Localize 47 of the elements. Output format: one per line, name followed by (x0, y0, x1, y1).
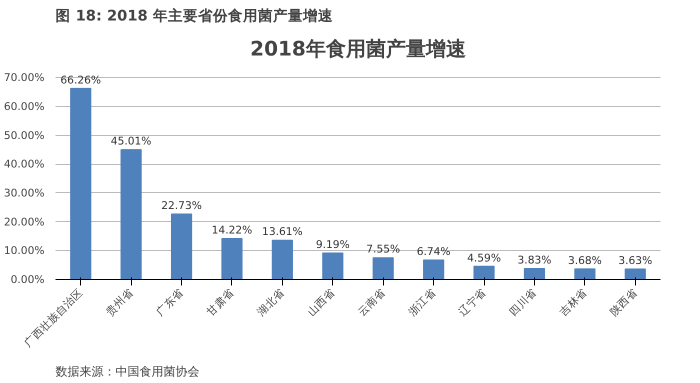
data-label: 3.68% (568, 254, 602, 267)
data-label: 7.55% (366, 242, 400, 256)
data-label: 66.26% (60, 73, 102, 86)
data-label: 4.59% (467, 251, 501, 264)
y-tick-label: 20.00% (4, 215, 45, 228)
y-tick-label: 0.00% (10, 273, 45, 286)
x-tick-label: 贵州省 (103, 286, 136, 318)
y-tick-label: 50.00% (4, 128, 45, 142)
x-tick-label: 甘肃省 (204, 286, 237, 318)
data-label: 9.19% (316, 238, 350, 251)
bar (272, 240, 293, 280)
x-tick-label: 湖北省 (254, 286, 287, 318)
x-tick-label: 辽宁省 (456, 286, 489, 318)
data-label: 14.22% (212, 223, 252, 236)
chart-title: 图 18: 2018 年主要省份食用菌产量增速 (56, 6, 334, 24)
y-tick-label: 60.00% (4, 100, 45, 113)
y-tick-label: 30.00% (4, 186, 45, 200)
source-note: 数据来源：中国食用菌协会 (56, 364, 200, 378)
chart-subtitle: 2018年食用菌产量增速 (250, 36, 466, 60)
y-tick-label: 40.00% (4, 158, 45, 171)
x-tick-label: 云南省 (355, 286, 388, 318)
x-tick-label: 广西壮族自治区 (22, 286, 86, 350)
x-tick-label: 吉林省 (556, 286, 590, 318)
bar (322, 252, 344, 280)
bar (423, 260, 444, 280)
bar (120, 149, 142, 280)
x-tick-label: 广东省 (154, 286, 186, 318)
x-tick-label: 陕西省 (607, 286, 640, 318)
data-label: 13.61% (262, 225, 303, 238)
bar (524, 268, 546, 280)
y-tick-label: 70.00% (4, 71, 45, 84)
y-tick-label: 10.00% (4, 244, 45, 258)
bar (473, 266, 495, 280)
x-tick-label: 山西省 (304, 286, 338, 318)
bar (221, 238, 243, 280)
data-label: 3.63% (618, 254, 652, 268)
bar (372, 257, 394, 280)
x-tick-label: 四川省 (506, 286, 540, 318)
data-label: 6.74% (416, 245, 451, 258)
data-label: 22.73% (161, 198, 202, 212)
data-label: 45.01% (110, 134, 152, 148)
bar (624, 268, 646, 280)
bar (170, 213, 192, 280)
bar (70, 88, 92, 280)
data-label: 3.83% (518, 253, 552, 266)
bar (574, 268, 596, 280)
x-tick-label: 浙江省 (406, 286, 438, 318)
